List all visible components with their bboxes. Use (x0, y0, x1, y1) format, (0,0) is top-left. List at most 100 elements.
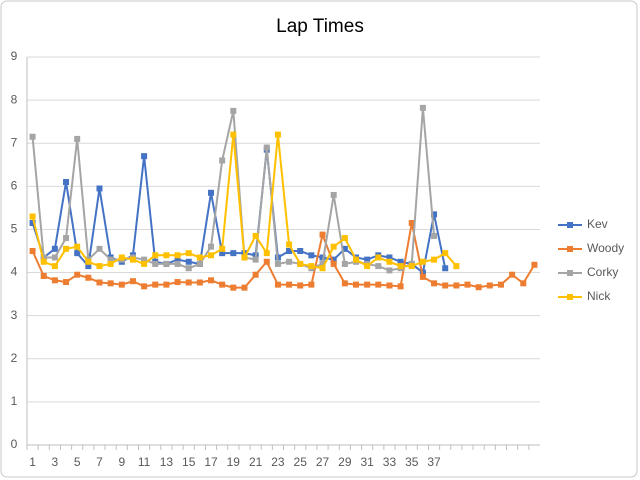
point (352, 256, 359, 263)
point (85, 263, 92, 270)
point (509, 271, 516, 278)
point (129, 278, 136, 285)
x-tick-label: 37 (427, 455, 441, 469)
point (464, 281, 471, 288)
point (208, 252, 215, 259)
x-tick-label: 25 (294, 455, 308, 469)
legend-marker (567, 246, 573, 252)
y-tick-label: 6 (11, 179, 18, 193)
point (364, 263, 371, 270)
point (531, 261, 538, 268)
x-tick-label: 19 (227, 455, 241, 469)
point (141, 260, 148, 267)
chart-title: Lap Times (276, 16, 364, 37)
point (520, 280, 527, 287)
point (85, 258, 92, 265)
x-tick-label: 29 (338, 455, 352, 469)
x-tick-label: 21 (249, 455, 263, 469)
point (163, 281, 170, 288)
point (107, 260, 114, 267)
point (431, 280, 438, 287)
point (174, 260, 181, 267)
point (341, 280, 348, 287)
point (453, 282, 460, 289)
point (286, 281, 293, 288)
point (185, 279, 192, 286)
point (341, 235, 348, 242)
point (74, 243, 81, 250)
x-tick-label: 5 (74, 455, 81, 469)
x-tick-label: 33 (383, 455, 397, 469)
point (63, 279, 70, 286)
point (74, 271, 81, 278)
point (230, 107, 237, 114)
point (129, 256, 136, 263)
point (375, 281, 382, 288)
x-tick-label: 13 (160, 455, 174, 469)
y-tick-label: 1 (11, 394, 18, 408)
legend-marker (567, 222, 573, 228)
x-tick-label: 15 (182, 455, 196, 469)
legend-label: Corky (587, 265, 618, 279)
point (330, 260, 337, 267)
point (408, 219, 415, 226)
point (286, 248, 293, 254)
point (241, 254, 248, 261)
point (96, 185, 103, 192)
point (230, 250, 237, 257)
point (386, 258, 393, 265)
point (397, 283, 404, 290)
point (51, 245, 58, 252)
point (252, 271, 259, 278)
point (252, 256, 259, 263)
point (196, 279, 203, 286)
point (196, 254, 203, 261)
legend-marker (567, 294, 573, 300)
point (208, 277, 215, 284)
legend-label: Nick (587, 289, 611, 303)
point (431, 232, 438, 239)
point (319, 231, 326, 238)
point (63, 179, 70, 186)
x-tick-label: 27 (316, 455, 330, 469)
point (297, 260, 304, 267)
point (397, 258, 404, 265)
point (219, 157, 226, 164)
point (51, 277, 58, 284)
point (96, 245, 103, 252)
legend-marker (567, 270, 573, 276)
point (51, 254, 58, 261)
y-tick-label: 5 (11, 222, 18, 236)
point (219, 245, 226, 252)
y-tick-label: 7 (11, 135, 18, 149)
point (330, 243, 337, 250)
point (174, 256, 181, 263)
point (219, 250, 226, 257)
point (431, 256, 438, 263)
point (308, 263, 315, 270)
y-tick-label: 3 (11, 308, 18, 322)
point (196, 260, 203, 267)
point (152, 260, 159, 267)
point (319, 260, 326, 267)
point (364, 256, 371, 263)
point (286, 241, 293, 248)
x-tick-label: 35 (405, 455, 419, 469)
point (442, 250, 449, 257)
point (107, 280, 114, 287)
point (352, 281, 359, 288)
y-tick-label: 0 (11, 437, 18, 451)
x-tick-label: 3 (52, 455, 59, 469)
point (297, 248, 304, 254)
point (252, 232, 259, 239)
y-tick-label: 4 (11, 265, 18, 279)
point (63, 245, 70, 252)
point (141, 256, 148, 263)
point (74, 250, 81, 257)
point (442, 265, 449, 272)
point (497, 281, 504, 288)
point (341, 245, 348, 252)
x-tick-label: 7 (96, 455, 103, 469)
point (118, 254, 125, 261)
